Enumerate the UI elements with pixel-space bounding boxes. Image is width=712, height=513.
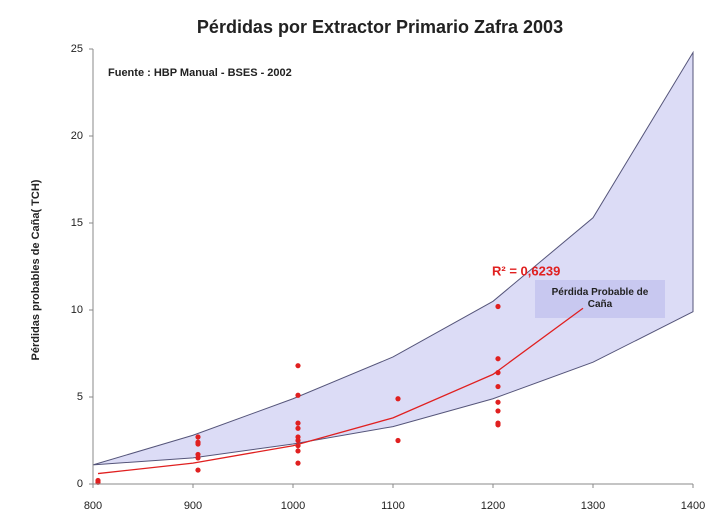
- data-point: [195, 455, 200, 460]
- data-point: [495, 408, 500, 413]
- x-tick-label: 1200: [481, 500, 505, 512]
- data-point: [495, 422, 500, 427]
- data-point: [395, 396, 400, 401]
- data-point: [195, 467, 200, 472]
- x-tick-label: 800: [84, 500, 102, 512]
- data-point: [295, 461, 300, 466]
- data-point: [295, 448, 300, 453]
- x-tick-label: 1000: [281, 500, 305, 512]
- y-tick-label: 10: [71, 304, 83, 316]
- x-tick-label: 900: [184, 500, 202, 512]
- x-tick-label: 1100: [381, 500, 405, 512]
- data-point: [495, 304, 500, 309]
- data-point: [295, 426, 300, 431]
- data-point: [495, 356, 500, 361]
- source-note: Fuente : HBP Manual - BSES - 2002: [108, 67, 292, 79]
- data-point: [195, 434, 200, 439]
- data-point: [295, 393, 300, 398]
- data-point: [295, 421, 300, 426]
- data-point: [395, 438, 400, 443]
- x-tick-label: 1400: [681, 500, 705, 512]
- data-point: [495, 400, 500, 405]
- y-axis-label: Pérdidas probables de Caña( TCH): [30, 179, 42, 360]
- r-squared: R² = 0,6239: [492, 263, 560, 278]
- data-point: [495, 384, 500, 389]
- y-tick-label: 20: [71, 130, 83, 142]
- y-tick-label: 25: [71, 43, 83, 55]
- data-point: [295, 363, 300, 368]
- chart: Pérdidas por Extractor Primario Zafra 20…: [0, 0, 712, 513]
- data-point: [195, 441, 200, 446]
- y-tick-label: 0: [77, 478, 83, 490]
- y-tick-label: 15: [71, 217, 83, 229]
- data-point: [295, 438, 300, 443]
- y-tick-label: 5: [77, 391, 83, 403]
- x-tick-label: 1300: [581, 500, 605, 512]
- chart-title: Pérdidas por Extractor Primario Zafra 20…: [197, 17, 563, 37]
